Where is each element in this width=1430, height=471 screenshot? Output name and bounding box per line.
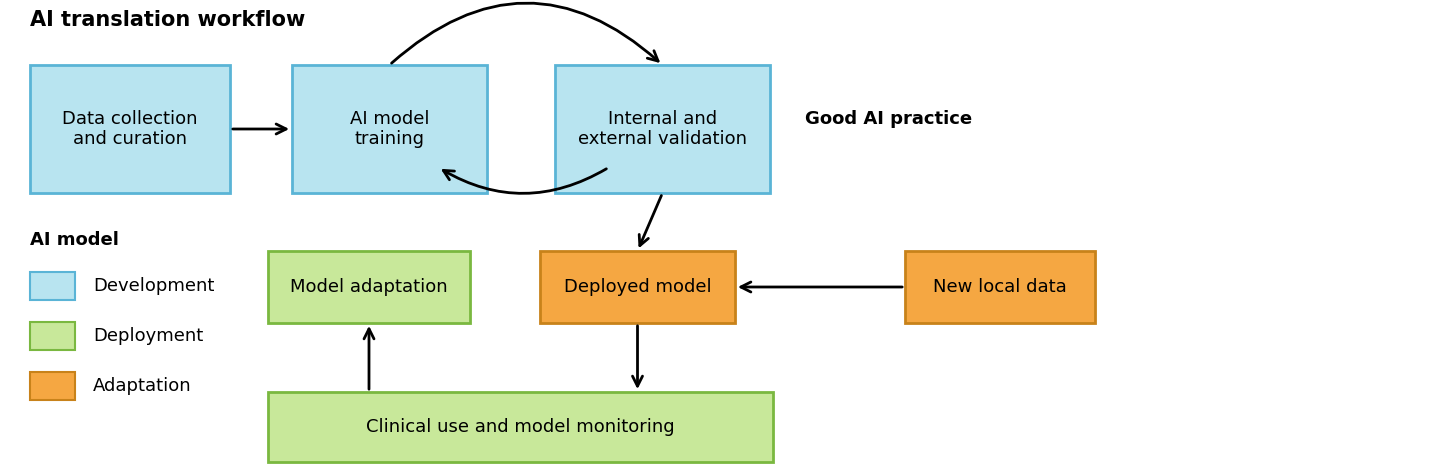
FancyBboxPatch shape <box>30 322 74 350</box>
Text: AI model: AI model <box>30 231 119 249</box>
Text: Adaptation: Adaptation <box>93 377 192 395</box>
Text: Model adaptation: Model adaptation <box>290 278 448 296</box>
FancyBboxPatch shape <box>267 392 774 462</box>
Text: Clinical use and model monitoring: Clinical use and model monitoring <box>366 418 675 436</box>
Text: AI model
training: AI model training <box>350 110 429 148</box>
FancyBboxPatch shape <box>555 65 769 193</box>
Text: New local data: New local data <box>934 278 1067 296</box>
FancyBboxPatch shape <box>905 251 1095 323</box>
Text: Development: Development <box>93 277 214 295</box>
FancyBboxPatch shape <box>292 65 488 193</box>
FancyBboxPatch shape <box>30 372 74 400</box>
Text: Data collection
and curation: Data collection and curation <box>63 110 197 148</box>
FancyBboxPatch shape <box>30 65 230 193</box>
Text: Deployment: Deployment <box>93 327 203 345</box>
FancyBboxPatch shape <box>541 251 735 323</box>
Text: Good AI practice: Good AI practice <box>805 110 972 128</box>
Text: AI translation workflow: AI translation workflow <box>30 10 305 30</box>
FancyBboxPatch shape <box>267 251 470 323</box>
Text: Deployed model: Deployed model <box>563 278 711 296</box>
Text: Internal and
external validation: Internal and external validation <box>578 110 746 148</box>
FancyBboxPatch shape <box>30 272 74 300</box>
